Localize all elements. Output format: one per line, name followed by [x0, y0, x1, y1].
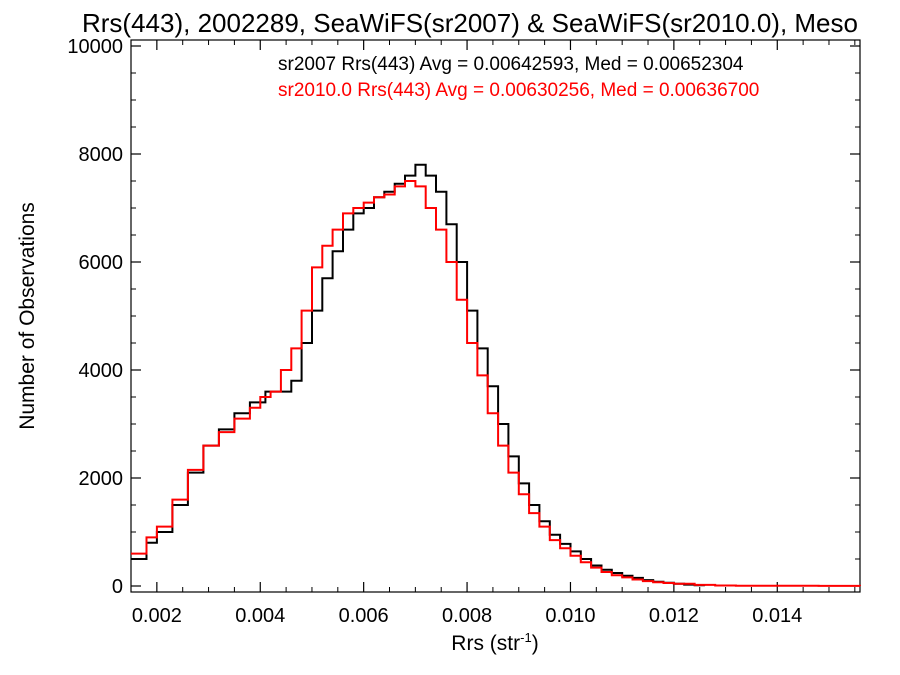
x-tick-label: 0.002 — [132, 605, 182, 627]
y-axis-label: Number of Observations — [16, 202, 39, 430]
y-tick-label: 8000 — [79, 144, 124, 166]
x-axis-label-main: Rrs (str — [451, 632, 520, 655]
x-tick-label: 0.010 — [545, 605, 595, 627]
series-line-sr2010-0 — [131, 180, 861, 587]
legend-entry-sr2010: sr2010.0 Rrs(443) Avg = 0.00630256, Med … — [278, 80, 759, 101]
legend-entry-sr2007: sr2007 Rrs(443) Avg = 0.00642593, Med = … — [278, 54, 744, 75]
chart-title: Rrs(443), 2002289, SeaWiFS(sr2007) & Sea… — [82, 8, 858, 38]
x-tick-label: 0.008 — [442, 605, 492, 627]
series-line-sr2007 — [131, 163, 706, 587]
y-tick-label: 0 — [112, 576, 123, 598]
x-axis-label-exponent: -1 — [520, 630, 532, 645]
x-tick-label: 0.014 — [752, 605, 802, 627]
x-tick-label: 0.012 — [649, 605, 699, 627]
x-tick-label: 0.004 — [235, 605, 285, 627]
plot-frame — [130, 39, 861, 593]
y-tick-label: 2000 — [79, 468, 124, 490]
series-group — [131, 163, 861, 587]
x-axis: 0.002 0.004 0.006 0.008 0.010 0.012 0.014 — [130, 40, 856, 627]
x-tick-label: 0.006 — [339, 605, 389, 627]
y-tick-label: 6000 — [79, 252, 124, 274]
y-tick-label: 4000 — [79, 360, 124, 382]
x-axis-label-close: ) — [532, 632, 539, 655]
x-axis-label: Rrs (str-1) — [451, 630, 538, 655]
y-axis: 0 2000 4000 6000 8000 10000 — [67, 36, 860, 598]
y-tick-label: 10000 — [67, 36, 123, 58]
